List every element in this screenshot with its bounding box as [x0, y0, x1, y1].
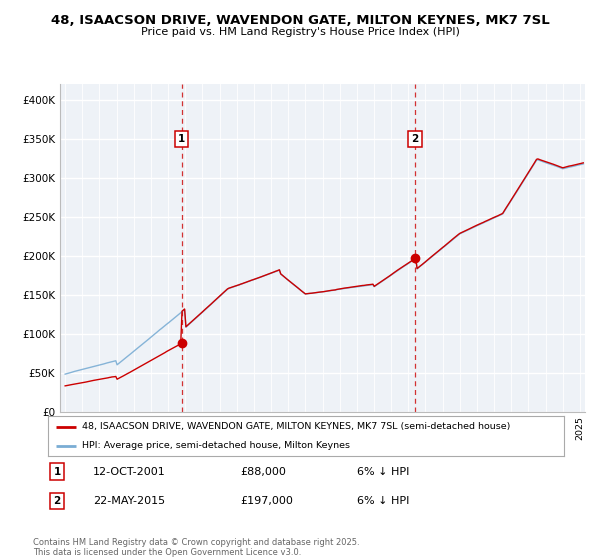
Text: 1: 1	[178, 134, 185, 143]
Text: 48, ISAACSON DRIVE, WAVENDON GATE, MILTON KEYNES, MK7 7SL (semi-detached house): 48, ISAACSON DRIVE, WAVENDON GATE, MILTO…	[82, 422, 510, 431]
Text: £88,000: £88,000	[240, 466, 286, 477]
Text: 22-MAY-2015: 22-MAY-2015	[93, 496, 165, 506]
Text: 12-OCT-2001: 12-OCT-2001	[93, 466, 166, 477]
Text: 1: 1	[53, 466, 61, 477]
Text: 2: 2	[53, 496, 61, 506]
Text: £197,000: £197,000	[240, 496, 293, 506]
Text: 6% ↓ HPI: 6% ↓ HPI	[357, 466, 409, 477]
Text: 2: 2	[412, 134, 419, 143]
Text: Contains HM Land Registry data © Crown copyright and database right 2025.
This d: Contains HM Land Registry data © Crown c…	[33, 538, 359, 557]
Text: HPI: Average price, semi-detached house, Milton Keynes: HPI: Average price, semi-detached house,…	[82, 441, 350, 450]
Text: 48, ISAACSON DRIVE, WAVENDON GATE, MILTON KEYNES, MK7 7SL: 48, ISAACSON DRIVE, WAVENDON GATE, MILTO…	[50, 14, 550, 27]
Text: 6% ↓ HPI: 6% ↓ HPI	[357, 496, 409, 506]
Text: Price paid vs. HM Land Registry's House Price Index (HPI): Price paid vs. HM Land Registry's House …	[140, 27, 460, 37]
